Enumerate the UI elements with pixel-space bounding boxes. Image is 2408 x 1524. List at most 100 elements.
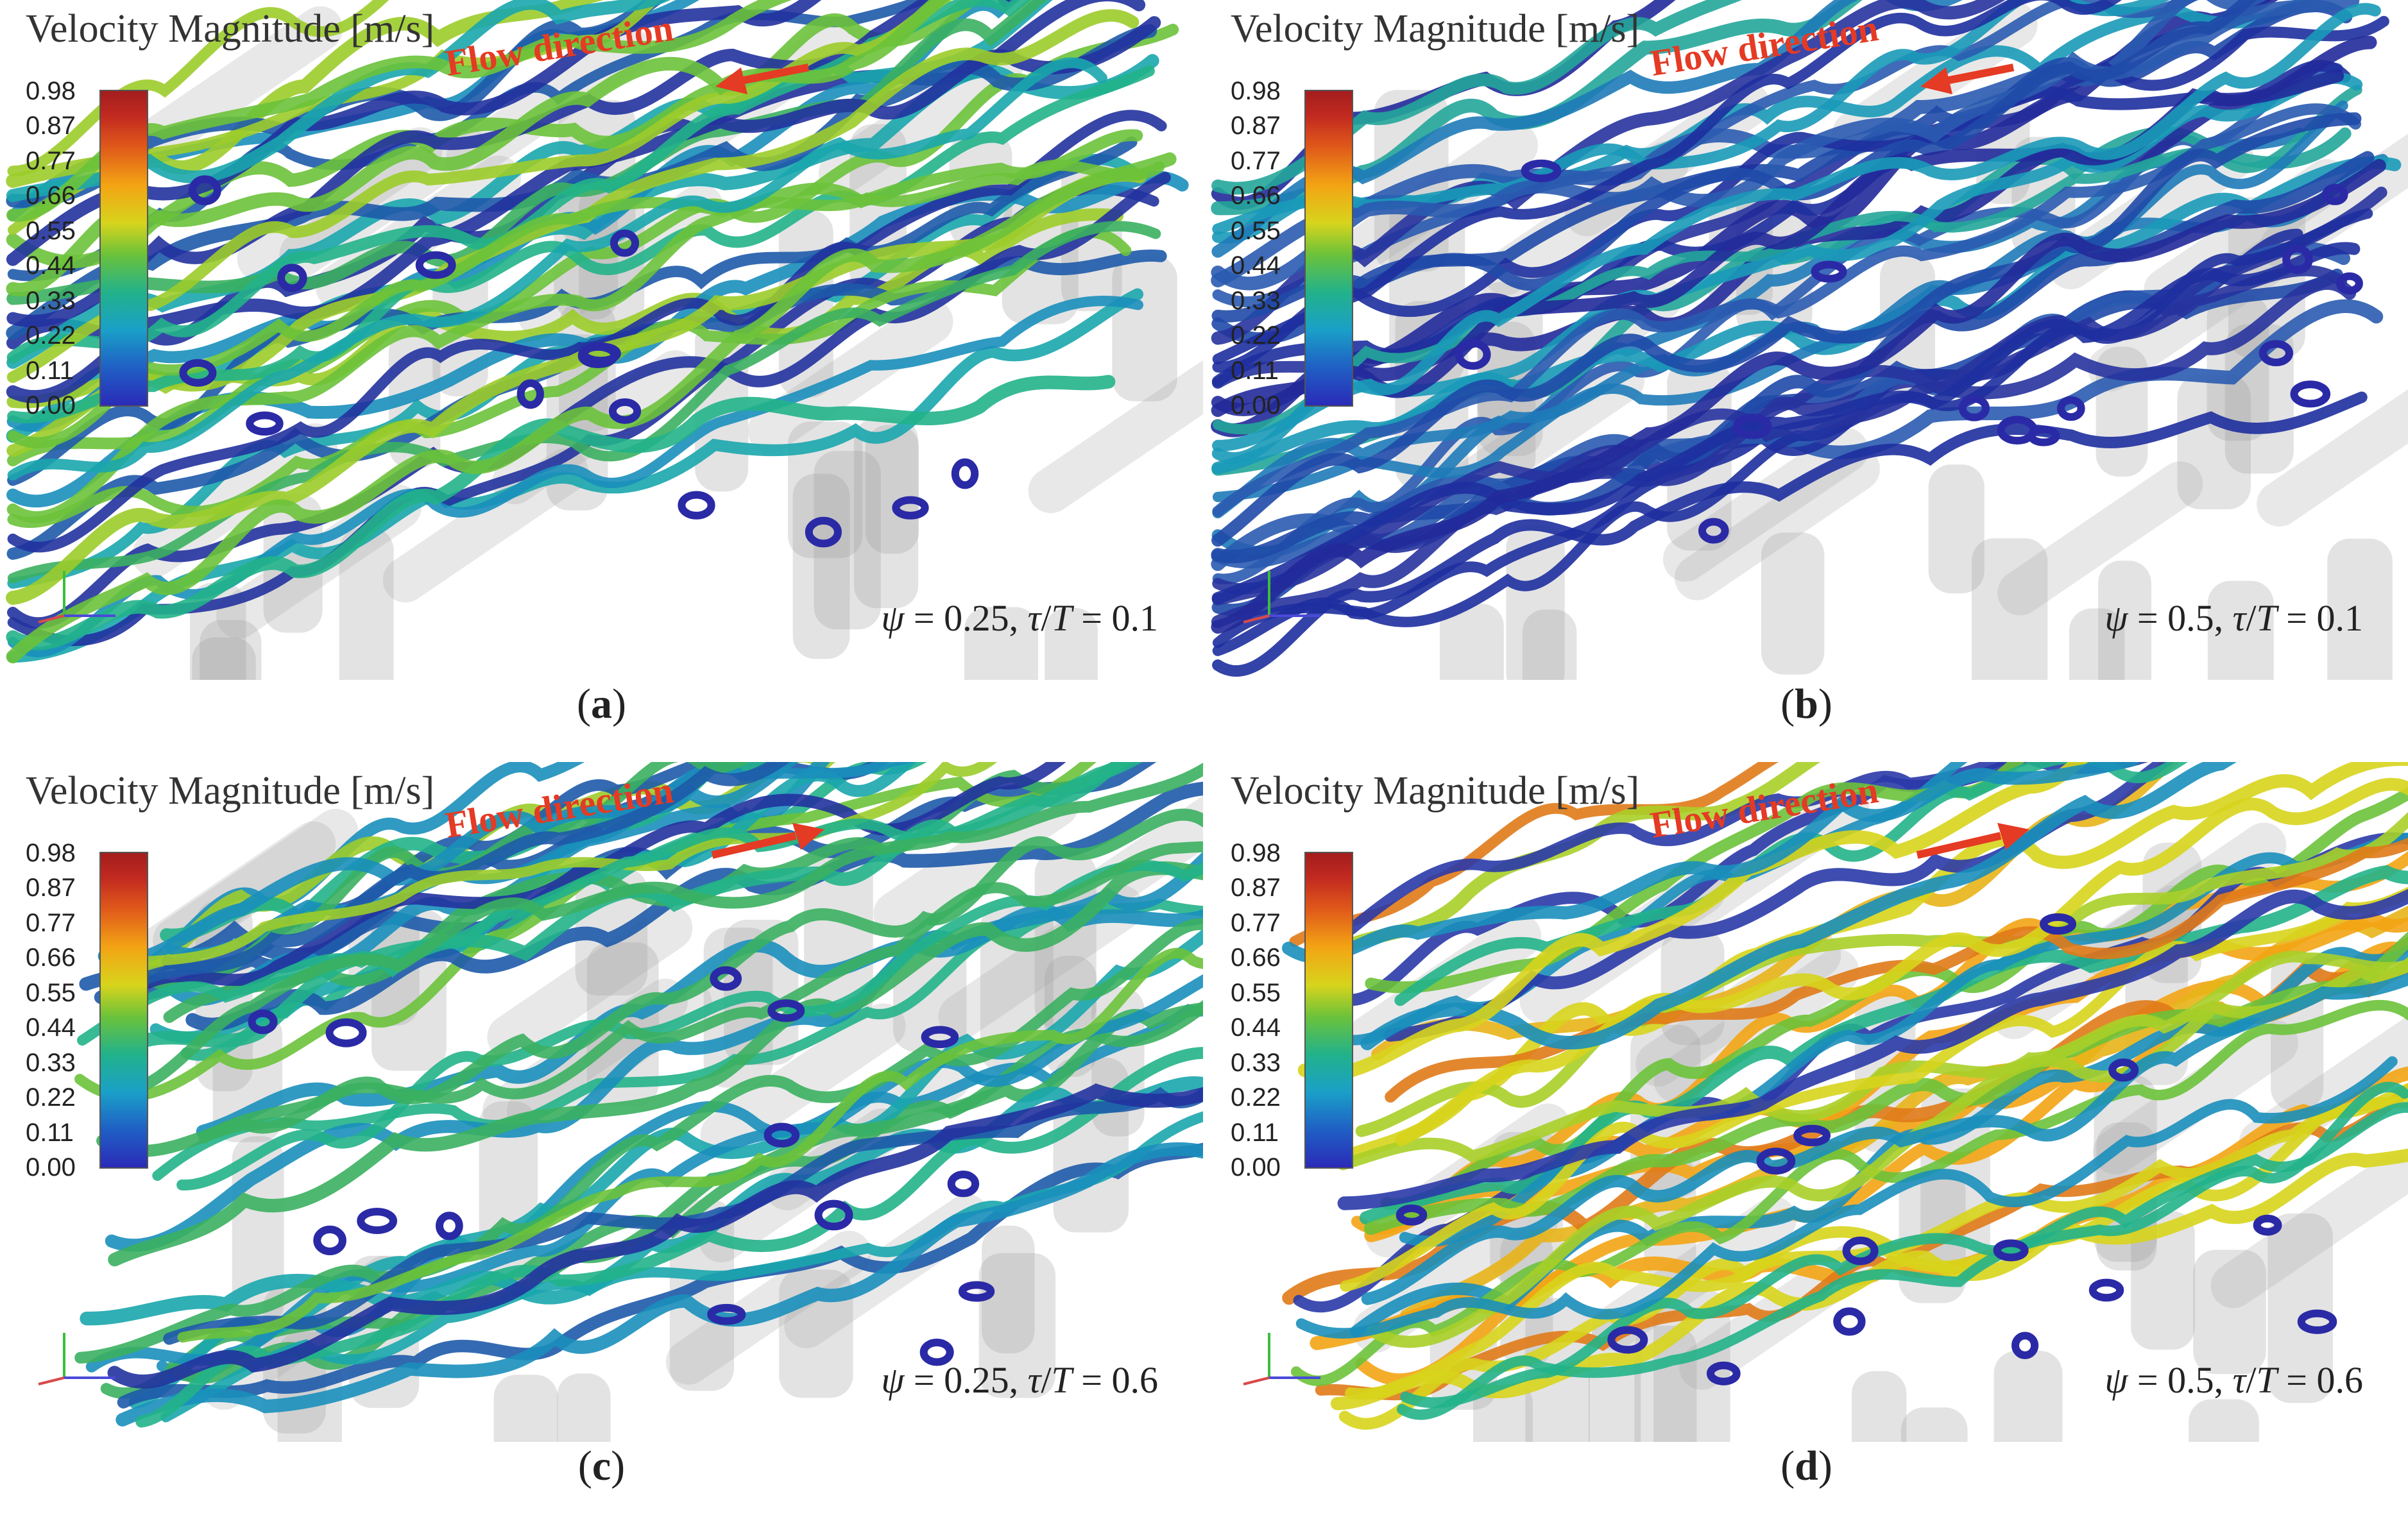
streamline — [1212, 391, 2368, 677]
lattice-strut — [982, 1225, 1035, 1354]
vortex-loop — [179, 359, 217, 387]
lattice-strut — [1506, 525, 1565, 680]
colorbar — [99, 90, 148, 407]
vortex-loop — [1698, 518, 1729, 544]
colorbar-tick-label: 0.00 — [26, 391, 76, 419]
streamline — [7, 296, 1144, 657]
colorbar-tick-label: 0.55 — [1231, 978, 1281, 1007]
flow-arrow-icon — [711, 823, 824, 859]
streamline — [1355, 812, 2408, 1137]
vortex-loop — [2290, 380, 2331, 408]
colorbar-tick-label: 0.33 — [1231, 286, 1281, 315]
vortex-loop — [1756, 1147, 1796, 1175]
streamline — [108, 861, 1203, 1267]
vortex-loop — [2321, 183, 2348, 205]
vortex-loop — [1607, 1326, 1648, 1354]
lattice-strut — [792, 473, 850, 659]
vortex-loop — [1958, 394, 1990, 421]
vortex-loop — [313, 1225, 346, 1255]
streamline — [1212, 100, 2348, 502]
colorbar-tick-label: 0.77 — [26, 908, 76, 937]
flow-indicator: Flow direction — [1648, 769, 2103, 919]
lattice-strut — [200, 620, 262, 680]
lattice-strut — [2327, 538, 2393, 680]
colorbar-tick-label: 0.55 — [1231, 216, 1281, 245]
streamline — [80, 1076, 1203, 1326]
colorbar-tick-label: 0.98 — [26, 77, 76, 105]
colorbar — [1304, 90, 1353, 407]
streamline-scene-c — [74, 762, 1203, 1442]
colorbar-tick-label: 0.98 — [1231, 77, 1281, 105]
streamline — [1212, 0, 2122, 365]
colorbar-tick-label: 0.77 — [1231, 146, 1281, 175]
lattice-strut — [964, 607, 1039, 680]
flow-arrow-icon — [715, 64, 810, 94]
lattice-strut — [1112, 255, 1177, 402]
colorbar-tick-label: 0.66 — [1231, 944, 1281, 972]
lattice-strut — [339, 527, 394, 680]
panel-caption: (b) — [1780, 681, 1832, 727]
vortex-loop — [2040, 913, 2077, 935]
streamline — [1211, 112, 2362, 547]
vortex-loop — [2253, 1214, 2282, 1236]
colorbar-tick-label: 0.55 — [26, 978, 76, 1007]
streamline — [1395, 777, 2408, 1146]
colorbar-tick-label: 0.77 — [26, 146, 76, 175]
lattice-strut — [1972, 538, 2048, 680]
streamline — [1212, 15, 2389, 373]
streamline — [1360, 762, 2237, 1051]
lattice-strut — [1928, 464, 1985, 594]
colorbar-tick-label: 0.87 — [26, 874, 76, 902]
streamline — [1297, 762, 2088, 1081]
streamline — [1295, 1056, 2398, 1339]
vortex-loop — [357, 1208, 397, 1234]
vortex-loop — [958, 1281, 995, 1302]
vortex-loop — [2282, 244, 2313, 275]
streamline — [1340, 886, 2408, 1292]
colorbar-title: Velocity Magnitude [m/s] — [26, 7, 435, 51]
colorbar-tick-label: 0.44 — [26, 1013, 76, 1042]
lattice-strut — [1994, 1351, 2063, 1442]
vortex-loop — [2297, 1309, 2337, 1334]
streamline — [107, 1083, 1203, 1389]
parameter-formula: ψ = 0.25, τ/T = 0.1 — [881, 597, 1158, 639]
streamline — [177, 948, 1203, 1343]
streamline — [1366, 956, 2408, 1348]
colorbar-tick-label: 0.11 — [1231, 356, 1279, 385]
vortex-loop — [577, 343, 619, 369]
lattice-strut — [1028, 360, 1203, 514]
vortex-loop — [707, 1303, 746, 1325]
streamline — [6, 0, 950, 297]
colorbar-tick-label: 0.22 — [26, 1083, 76, 1112]
colorbar-tick-label: 0.66 — [1231, 182, 1281, 210]
vortex-loop — [608, 398, 642, 424]
streamline-scene-b — [1211, 0, 2408, 680]
streamline — [1211, 242, 2361, 604]
vortex-loop — [951, 458, 979, 489]
streamline — [1212, 265, 2348, 595]
streamline — [1330, 1148, 2408, 1410]
streamline — [7, 0, 935, 282]
streamline — [1371, 762, 2181, 1061]
vortex-loop — [248, 1009, 278, 1035]
parameter-formula: ψ = 0.25, τ/T = 0.6 — [881, 1359, 1158, 1401]
vortex-loop — [1811, 260, 1847, 283]
streamline — [74, 919, 1203, 1364]
colorbar-tick-label: 0.33 — [26, 1048, 76, 1077]
vortex-loop — [2259, 340, 2293, 367]
vortex-loop — [188, 175, 221, 205]
lattice-strut — [2098, 561, 2151, 680]
colorbar-tick-label: 0.44 — [26, 251, 76, 280]
lattice-strut — [382, 448, 588, 603]
colorbar-tick-label: 0.66 — [26, 944, 76, 972]
lattice-strut — [2189, 1399, 2259, 1442]
colorbar-tick-label: 0.87 — [1231, 874, 1281, 902]
colorbar-tick-label: 0.87 — [26, 112, 76, 140]
streamline — [107, 763, 1203, 1096]
colorbar-tick-label: 0.00 — [1231, 1153, 1281, 1181]
vortex-loop — [325, 1018, 367, 1047]
colorbar-tick-label: 0.11 — [26, 356, 74, 385]
streamline — [6, 0, 792, 222]
streamline — [1211, 158, 2386, 634]
colorbar-title: Velocity Magnitude [m/s] — [26, 769, 435, 813]
